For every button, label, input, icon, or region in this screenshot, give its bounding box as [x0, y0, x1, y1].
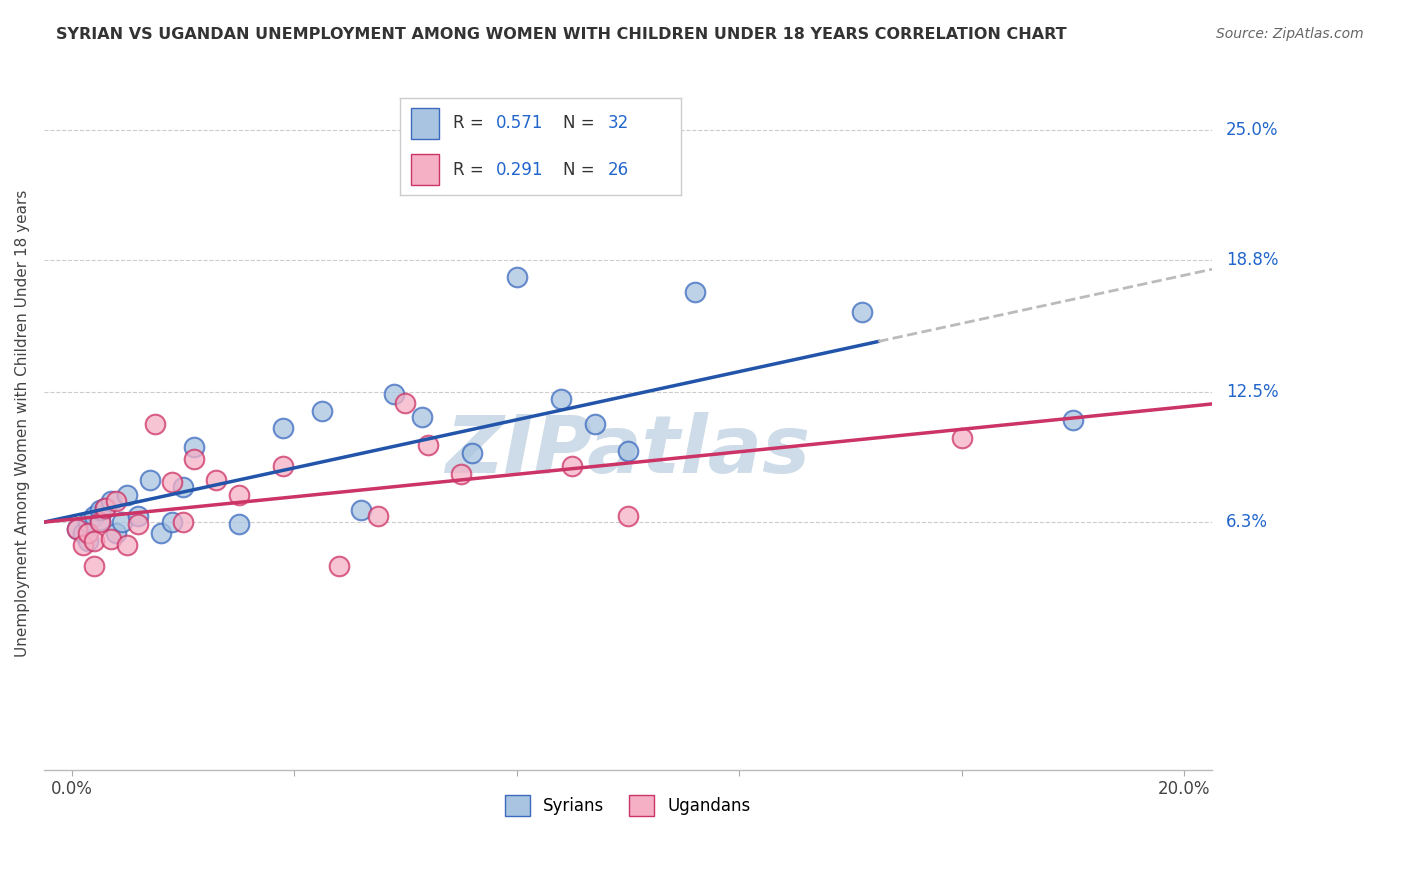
- Point: [127, 517, 149, 532]
- Point: [77, 525, 100, 540]
- Point: [72, 525, 94, 540]
- Point: [83, 534, 105, 549]
- Point: [683, 285, 706, 299]
- Point: [583, 417, 606, 431]
- Point: [228, 517, 250, 532]
- Point: [172, 516, 194, 530]
- Point: [394, 395, 416, 409]
- Text: 6.3%: 6.3%: [1226, 514, 1268, 532]
- Point: [77, 516, 100, 530]
- Text: SYRIAN VS UGANDAN UNEMPLOYMENT AMONG WOMEN WITH CHILDREN UNDER 18 YEARS CORRELAT: SYRIAN VS UGANDAN UNEMPLOYMENT AMONG WOM…: [56, 27, 1067, 42]
- Legend: Syrians, Ugandans: Syrians, Ugandans: [496, 787, 759, 824]
- Point: [411, 410, 433, 425]
- Point: [127, 509, 149, 524]
- Point: [117, 488, 139, 502]
- Text: ZIPatlas: ZIPatlas: [446, 412, 810, 491]
- Point: [350, 502, 373, 516]
- Point: [172, 480, 194, 494]
- Point: [851, 305, 873, 319]
- Point: [149, 525, 172, 540]
- Point: [183, 440, 205, 454]
- Point: [160, 475, 183, 490]
- Point: [271, 458, 294, 473]
- Point: [505, 269, 527, 284]
- Point: [461, 446, 484, 460]
- Point: [311, 404, 333, 418]
- Point: [561, 458, 583, 473]
- Text: Source: ZipAtlas.com: Source: ZipAtlas.com: [1216, 27, 1364, 41]
- Point: [382, 387, 405, 401]
- Point: [105, 494, 128, 508]
- Point: [89, 502, 111, 516]
- Point: [138, 474, 160, 488]
- Point: [66, 522, 89, 536]
- Point: [550, 392, 572, 406]
- Point: [72, 538, 94, 552]
- Point: [143, 417, 166, 431]
- Point: [94, 500, 117, 515]
- Point: [183, 452, 205, 467]
- Point: [160, 516, 183, 530]
- Point: [367, 509, 389, 524]
- Point: [94, 500, 117, 515]
- Text: 25.0%: 25.0%: [1226, 121, 1278, 139]
- Point: [617, 509, 640, 524]
- Point: [205, 474, 228, 488]
- Point: [77, 534, 100, 549]
- Text: 12.5%: 12.5%: [1226, 384, 1278, 401]
- Point: [228, 488, 250, 502]
- Point: [950, 431, 973, 445]
- Point: [111, 516, 134, 530]
- Point: [100, 494, 122, 508]
- Point: [328, 559, 350, 574]
- Point: [617, 444, 640, 458]
- Point: [83, 509, 105, 524]
- Point: [83, 559, 105, 574]
- Point: [271, 421, 294, 435]
- Point: [450, 467, 472, 481]
- Point: [117, 538, 139, 552]
- Point: [89, 516, 111, 530]
- Y-axis label: Unemployment Among Women with Children Under 18 years: Unemployment Among Women with Children U…: [15, 190, 30, 657]
- Point: [1062, 412, 1084, 426]
- Point: [66, 522, 89, 536]
- Point: [100, 532, 122, 546]
- Point: [416, 438, 439, 452]
- Point: [105, 525, 128, 540]
- Point: [89, 513, 111, 527]
- Text: 18.8%: 18.8%: [1226, 251, 1278, 269]
